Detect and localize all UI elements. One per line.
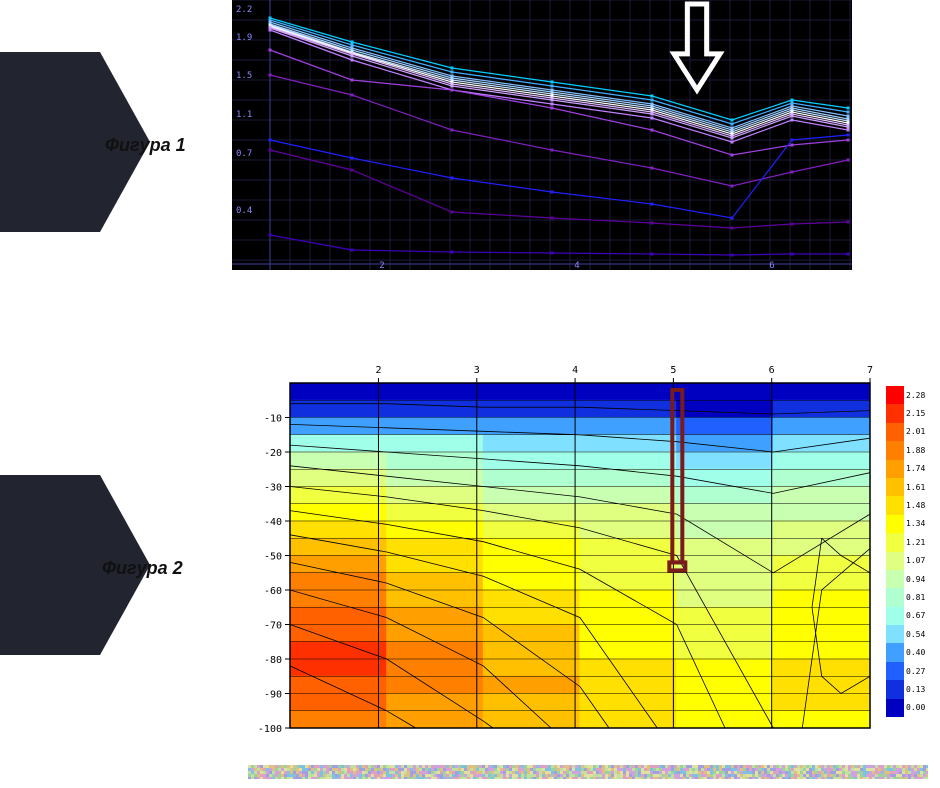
legend-value: 0.40 <box>906 648 925 657</box>
contour-chart-svg: 2 3 4 5 6 7 -10 -20 -30 -40 -50 -60 -70 -80 -90 -100 <box>248 350 884 740</box>
legend-swatch: 0.40 <box>886 643 904 661</box>
svg-text:0.7: 0.7 <box>236 149 252 159</box>
legend-swatch: 0.13 <box>886 680 904 698</box>
figure1-label: Фигура 1 <box>105 135 186 156</box>
legend-value: 1.88 <box>906 446 925 455</box>
legend-value: 0.13 <box>906 685 925 694</box>
legend-swatch: 1.88 <box>886 441 904 459</box>
line-chart-svg: 2.2 1.9 1.5 1.1 0.7 0.4 2 4 6 <box>232 0 852 270</box>
svg-text:-100: -100 <box>258 724 282 735</box>
svg-text:-70: -70 <box>264 621 282 632</box>
legend-swatch: 1.21 <box>886 533 904 551</box>
legend-swatch: 1.34 <box>886 515 904 533</box>
legend-value: 0.94 <box>906 575 925 584</box>
legend-value: 1.61 <box>906 483 925 492</box>
legend-value: 2.28 <box>906 391 925 400</box>
svg-text:1.9: 1.9 <box>236 33 252 43</box>
svg-text:3: 3 <box>474 365 480 376</box>
svg-text:-90: -90 <box>264 690 282 701</box>
legend-swatch: 1.74 <box>886 460 904 478</box>
svg-text:6: 6 <box>769 365 775 376</box>
svg-text:-20: -20 <box>264 448 282 459</box>
svg-text:6: 6 <box>769 261 774 270</box>
line-chart: 2.2 1.9 1.5 1.1 0.7 0.4 2 4 6 <box>232 0 852 270</box>
legend-value: 1.34 <box>906 519 925 528</box>
svg-text:5: 5 <box>670 365 676 376</box>
svg-text:-10: -10 <box>264 414 282 425</box>
legend-value: 0.00 <box>906 703 925 712</box>
legend-value: 0.27 <box>906 667 925 676</box>
svg-text:-40: -40 <box>264 517 282 528</box>
pentagon-marker-1 <box>0 52 100 232</box>
svg-text:4: 4 <box>572 365 578 376</box>
legend-swatch: 2.28 <box>886 386 904 404</box>
noise-strip <box>248 765 928 779</box>
legend-value: 0.67 <box>906 611 925 620</box>
legend-swatch: 0.81 <box>886 588 904 606</box>
legend-swatch: 0.67 <box>886 607 904 625</box>
svg-text:0.4: 0.4 <box>236 206 252 216</box>
svg-text:-30: -30 <box>264 483 282 494</box>
legend-value: 0.54 <box>906 630 925 639</box>
legend-swatch: 1.61 <box>886 478 904 496</box>
legend-swatch: 0.27 <box>886 662 904 680</box>
legend-value: 1.48 <box>906 501 925 510</box>
color-legend: 2.282.152.011.881.741.611.481.341.211.07… <box>886 386 928 717</box>
legend-value: 1.74 <box>906 464 925 473</box>
legend-swatch: 2.01 <box>886 423 904 441</box>
svg-text:1.5: 1.5 <box>236 71 252 81</box>
pentagon-marker-2 <box>0 475 100 655</box>
legend-value: 2.01 <box>906 427 925 436</box>
svg-text:1.1: 1.1 <box>236 110 252 120</box>
figure2-label: Фигура 2 <box>102 558 183 579</box>
svg-text:-80: -80 <box>264 655 282 666</box>
legend-swatch: 1.07 <box>886 552 904 570</box>
legend-value: 2.15 <box>906 409 925 418</box>
svg-text:4: 4 <box>574 261 579 270</box>
svg-text:-60: -60 <box>264 586 282 597</box>
svg-text:7: 7 <box>867 365 873 376</box>
contour-chart: 2 3 4 5 6 7 -10 -20 -30 -40 -50 -60 -70 -80 -90 -100 2.… <box>248 350 928 740</box>
legend-swatch: 0.54 <box>886 625 904 643</box>
legend-value: 1.21 <box>906 538 925 547</box>
legend-swatch: 0.00 <box>886 699 904 717</box>
legend-swatch: 1.48 <box>886 496 904 514</box>
svg-text:2.2: 2.2 <box>236 5 252 15</box>
svg-text:2: 2 <box>379 261 384 270</box>
legend-value: 1.07 <box>906 556 925 565</box>
legend-swatch: 0.94 <box>886 570 904 588</box>
legend-value: 0.81 <box>906 593 925 602</box>
svg-text:2: 2 <box>375 365 381 376</box>
svg-text:-50: -50 <box>264 552 282 563</box>
legend-swatch: 2.15 <box>886 404 904 422</box>
